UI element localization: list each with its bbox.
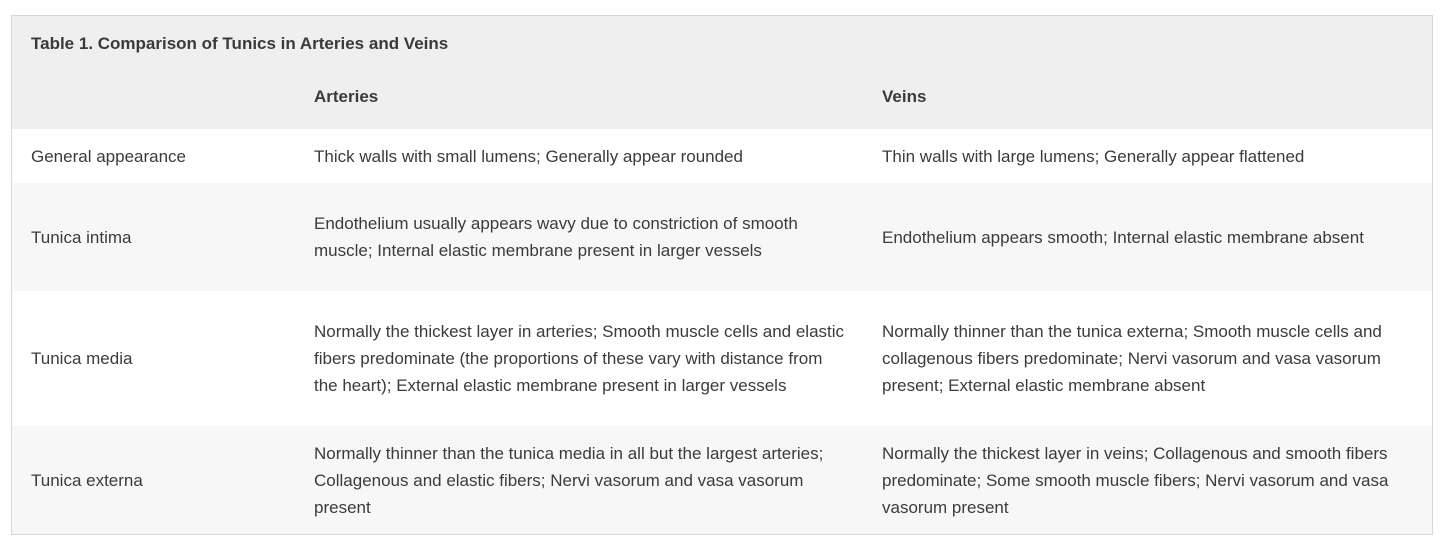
veins-cell: Endothelium appears smooth; Internal ela… xyxy=(863,183,1433,291)
row-label: Tunica intima xyxy=(12,183,295,291)
row-label: Tunica media xyxy=(12,291,295,426)
table-caption: Table 1. Comparison of Tunics in Arterie… xyxy=(12,16,1433,71)
arteries-cell: Normally thinner than the tunica media i… xyxy=(295,426,863,534)
row-label: General appearance xyxy=(12,129,295,183)
header-veins: Veins xyxy=(863,71,1433,129)
veins-cell: Thin walls with large lumens; Generally … xyxy=(863,129,1433,183)
veins-cell: Normally thinner than the tunica externa… xyxy=(863,291,1433,426)
table-header-row: Arteries Veins xyxy=(12,71,1433,129)
table-caption-row: Table 1. Comparison of Tunics in Arterie… xyxy=(12,16,1433,71)
table-row: Tunica media Normally the thickest layer… xyxy=(12,291,1433,426)
table-row: General appearance Thick walls with smal… xyxy=(12,129,1433,183)
veins-cell: Normally the thickest layer in veins; Co… xyxy=(863,426,1433,534)
arteries-cell: Thick walls with small lumens; Generally… xyxy=(295,129,863,183)
comparison-table: Table 1. Comparison of Tunics in Arterie… xyxy=(12,16,1433,534)
comparison-table-container: Table 1. Comparison of Tunics in Arterie… xyxy=(11,15,1433,535)
arteries-cell: Endothelium usually appears wavy due to … xyxy=(295,183,863,291)
header-arteries: Arteries xyxy=(295,71,863,129)
row-label: Tunica externa xyxy=(12,426,295,534)
table-row: Tunica externa Normally thinner than the… xyxy=(12,426,1433,534)
table-row: Tunica intima Endothelium usually appear… xyxy=(12,183,1433,291)
arteries-cell: Normally the thickest layer in arteries;… xyxy=(295,291,863,426)
header-empty xyxy=(12,71,295,129)
